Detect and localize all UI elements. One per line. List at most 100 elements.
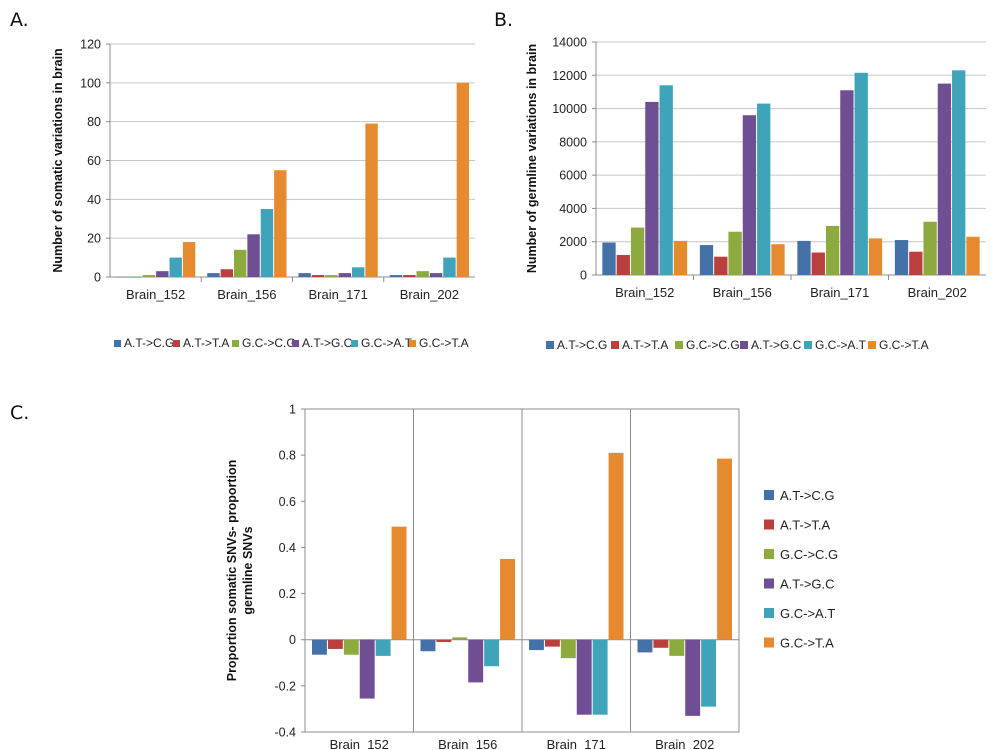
x-category-label: Brain_171 (308, 287, 367, 302)
legend-label: A.T->C.G (124, 336, 174, 350)
legend-a: A.T->C.G A.T->T.A G.C->C.G A.T->G.C G.C->A.T… (114, 336, 469, 350)
bar-b-3-3 (937, 83, 952, 275)
bar-c-1-2 (452, 637, 468, 640)
legend-label: G.C->T.A (879, 338, 929, 352)
y-tick-label: 12000 (552, 69, 587, 83)
y-tick-label: 0.4 (279, 541, 296, 555)
panel-label-a: A. (10, 9, 29, 31)
y-tick-label: 4000 (559, 202, 587, 216)
bar-a-3-0 (389, 275, 403, 277)
bar-c-2-5 (608, 452, 624, 640)
y-tick-label: 0.2 (279, 587, 296, 601)
bar-a-2-3 (338, 273, 352, 277)
bar-b-1-2 (728, 231, 742, 275)
legend-swatch (764, 637, 774, 648)
bar-c-0-1 (327, 639, 343, 649)
bar-b-1-0 (699, 245, 714, 275)
bar-b-1-1 (714, 256, 728, 275)
chart-c: C. -0.4 -0.2 0 0.2 0.4 0.6 0.8 1 Brain_152 Brain_1… (10, 402, 838, 750)
bar-c-0-0 (312, 639, 327, 655)
bar-c-2-2 (560, 639, 576, 659)
legend-label: G.C->A.T (780, 606, 835, 621)
bar-a-1-1 (220, 269, 233, 277)
bar-c-3-0 (637, 639, 653, 653)
legend-label: A.T->G.C (780, 577, 835, 592)
legend-label: A.T->C.G (557, 338, 607, 352)
y-tick-label: 14000 (552, 36, 587, 50)
legend-swatch (764, 578, 774, 589)
y-tick-label: 8000 (559, 135, 587, 149)
legend-swatch (804, 341, 812, 349)
legend-swatch (675, 341, 683, 349)
legend-label: A.T->T.A (183, 336, 229, 350)
bar-a-3-3 (429, 273, 443, 277)
panel-label-b: B. (494, 9, 513, 31)
legend-label: A.T->T.A (622, 338, 668, 352)
bar-b-2-4 (854, 72, 868, 276)
bar-a-0-1 (129, 277, 142, 278)
bar-b-3-1 (909, 251, 923, 275)
y-tick-label: 0 (580, 269, 587, 283)
legend-label: A.T->T.A (780, 518, 831, 533)
bar-b-2-0 (797, 240, 811, 275)
bar-a-3-5 (456, 82, 470, 277)
y-tick-label: 100 (80, 76, 101, 90)
legend-label: G.C->C.G (780, 547, 838, 562)
bar-c-0-4 (375, 639, 391, 656)
y-tick-label: 6000 (559, 169, 587, 183)
legend-swatch (611, 341, 619, 349)
bar-a-1-3 (247, 234, 260, 277)
legend-label: A.T->G.C (302, 336, 353, 350)
bar-c-3-4 (701, 639, 717, 707)
legend-swatch (764, 608, 774, 618)
bar-b-1-5 (771, 244, 785, 275)
y-tick-label: 120 (80, 38, 101, 52)
x-category-label: Brain_152 (126, 287, 185, 302)
legend-swatch (764, 490, 774, 500)
bar-a-0-0 (115, 277, 129, 278)
bar-a-3-2 (416, 271, 429, 277)
bar-c-2-4 (592, 639, 608, 715)
bar-c-1-3 (468, 639, 484, 683)
y-tick-label: 2000 (559, 235, 587, 249)
bar-a-1-5 (274, 170, 287, 277)
y-tick-label: 0.8 (279, 449, 296, 463)
y-axis-label-c: Proportion somatic SNVs- proportion germl… (225, 460, 255, 682)
bar-b-3-4 (952, 70, 966, 276)
legend-swatch (351, 340, 358, 347)
bar-c-1-1 (436, 639, 452, 643)
bar-a-2-5 (365, 123, 378, 277)
legend-swatch (114, 340, 121, 347)
y-tick-label: 0 (289, 633, 296, 647)
y-tick-label: 60 (87, 154, 101, 168)
bar-a-1-2 (233, 249, 247, 277)
panel-label-c: C. (10, 402, 29, 424)
y-axis-label-a: Number of somatic variations in brain (51, 48, 65, 272)
legend-swatch (232, 340, 239, 347)
bar-a-0-2 (142, 275, 156, 277)
bar-b-2-3 (840, 90, 854, 275)
bar-b-1-3 (742, 115, 757, 275)
legend-label: A.T->G.C (751, 338, 802, 352)
bar-b-0-4 (659, 85, 673, 276)
bar-b-0-1 (616, 255, 630, 275)
legend-label: G.C->T.A (780, 636, 834, 651)
bar-b-0-5 (673, 240, 688, 275)
bar-a-2-2 (325, 275, 338, 277)
bar-c-1-4 (484, 639, 500, 667)
legend-label: G.C->T.A (419, 336, 469, 350)
legend-c: A.T->C.G A.T->T.A G.C->C.G A.T->G.C G.C->A.T… (764, 488, 838, 651)
bar-b-2-1 (811, 252, 825, 275)
bar-a-2-4 (352, 267, 365, 277)
bar-a-3-4 (443, 257, 456, 277)
x-category-label: Brain_171 (547, 737, 606, 750)
bar-c-3-2 (669, 639, 685, 656)
bar-c-2-3 (576, 639, 592, 715)
bar-b-2-2 (825, 225, 840, 275)
bar-a-1-4 (260, 209, 274, 277)
bar-c-2-0 (529, 639, 544, 651)
bar-a-0-3 (156, 271, 169, 277)
bar-a-0-5 (182, 242, 196, 277)
legend-swatch (740, 341, 748, 349)
